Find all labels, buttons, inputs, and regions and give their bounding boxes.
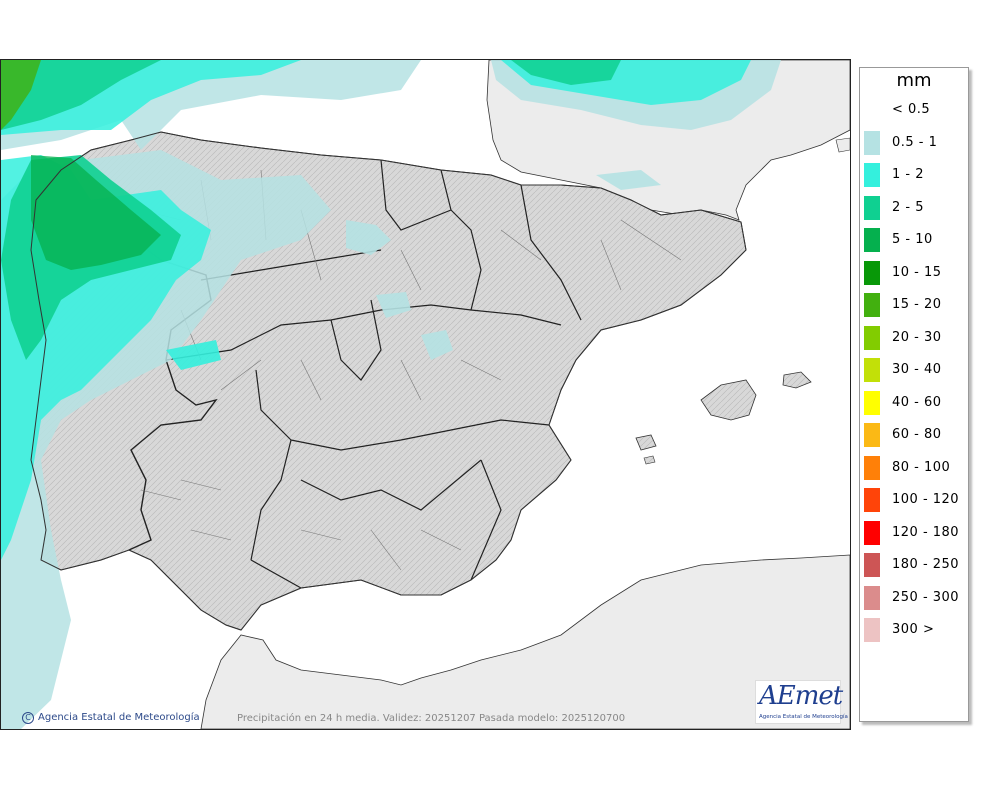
legend-label: 100 - 120 (892, 492, 960, 507)
legend-item: 2 - 5 (864, 195, 968, 220)
legend-label: 80 - 100 (892, 459, 951, 475)
legend-item: 5 - 10 (864, 228, 968, 252)
legend-item: 60 - 80 (864, 423, 968, 447)
legend-swatch (864, 553, 880, 577)
formentera (643, 455, 656, 465)
legend-item: < 0.5 (864, 98, 968, 122)
legend-swatch (864, 488, 880, 512)
legend-swatch (864, 228, 880, 252)
legend-label: 180 - 250 (892, 557, 960, 572)
precipitation-map (0, 59, 851, 730)
logo-mark: AEmet (759, 681, 843, 711)
precip-0.5-1-blob (421, 330, 453, 360)
precip-2-5-bay (511, 60, 621, 85)
legend-item: 15 - 20 (864, 293, 968, 317)
aemet-logo: AEmet Agencia Estatal de Meteorología (755, 680, 848, 724)
precip-0.5-1-blob (346, 220, 391, 255)
legend-label: 120 - 180 (892, 524, 960, 540)
legend-item: 1 - 2 (864, 163, 968, 187)
precip-2-5-north (1, 60, 161, 130)
legend-item: 300 > (864, 618, 968, 642)
legend-item: 10 - 15 (864, 260, 968, 285)
legend-item: 80 - 100 (864, 455, 968, 480)
legend-item: 40 - 60 (864, 390, 968, 415)
legend-item: 120 - 180 (864, 520, 968, 545)
precip-0.5-1-blob (376, 292, 411, 318)
legend-label: 60 - 80 (892, 427, 942, 442)
legend-panel: mm < 0.5 0.5 - 1 1 - 2 2 - 5 5 - 10 10 - 15 15… (859, 67, 969, 722)
copyright-notice: C Agencia Estatal de Meteorología (22, 712, 200, 724)
legend-swatch (864, 260, 880, 285)
copyright-text: Agencia Estatal de Meteorología (38, 712, 200, 723)
foreign-land (835, 137, 850, 153)
legend-item: 250 - 300 (864, 585, 968, 610)
legend-label: 300 > (892, 622, 935, 637)
legend-swatch (864, 130, 880, 155)
legend-label: 5 - 10 (892, 232, 933, 247)
legend-label: 40 - 60 (892, 394, 942, 410)
legend-item: 30 - 40 (864, 358, 968, 382)
legend-label: 2 - 5 (892, 199, 924, 215)
legend-item: 0.5 - 1 (864, 130, 968, 155)
legend-swatch (864, 585, 880, 610)
logo-subtitle: Agencia Estatal de Meteorología (759, 714, 848, 720)
map-caption: Precipitación en 24 h media. Validez: 20… (237, 713, 626, 724)
menorca (782, 371, 812, 389)
legend-swatch (864, 163, 880, 187)
precip-1-2-blob (166, 340, 221, 370)
legend-label: 250 - 300 (892, 589, 960, 605)
legend-swatch (864, 455, 880, 480)
legend-label: 1 - 2 (892, 167, 924, 182)
legend-swatch (864, 423, 880, 447)
legend-swatch (864, 618, 880, 642)
precip-5-10-nw (1, 60, 41, 130)
legend-label: 15 - 20 (892, 297, 942, 312)
ibiza (635, 434, 657, 451)
legend-label: 30 - 40 (892, 362, 942, 377)
legend-item: 100 - 120 (864, 488, 968, 512)
region-borders (165, 159, 582, 589)
copyright-icon: C (22, 712, 34, 724)
legend-swatch (864, 390, 880, 415)
legend-unit-title: mm (896, 70, 932, 91)
legend-swatch (864, 520, 880, 545)
legend-swatch (864, 358, 880, 382)
legend-item: 180 - 250 (864, 553, 968, 577)
mallorca (700, 379, 757, 421)
legend-swatch (864, 325, 880, 350)
precip-0.5-1-blob (596, 170, 661, 190)
legend-label: 10 - 15 (892, 264, 942, 280)
legend-swatch (864, 195, 880, 220)
north-africa-land (200, 554, 850, 729)
legend-label: < 0.5 (892, 102, 931, 117)
legend-label: 0.5 - 1 (892, 134, 938, 150)
legend-item: 20 - 30 (864, 325, 968, 350)
legend-swatch (864, 293, 880, 317)
precip-5-10-galicia (31, 155, 161, 270)
coastline (30, 131, 747, 631)
legend-label: 20 - 30 (892, 329, 942, 345)
